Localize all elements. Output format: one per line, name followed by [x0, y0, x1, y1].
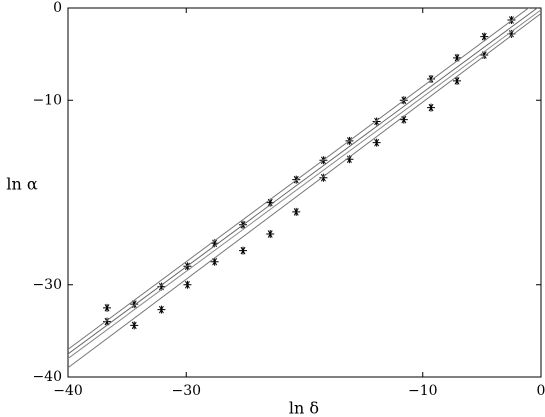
asterisk-point — [507, 29, 516, 38]
asterisk-point — [453, 53, 462, 62]
y-tick-label: −10 — [32, 92, 62, 108]
y-tick-label: 0 — [53, 0, 62, 16]
asterisk-point — [319, 173, 328, 182]
asterisk-point — [183, 280, 192, 289]
asterisk-point — [427, 75, 436, 84]
asterisk-point — [372, 138, 381, 147]
asterisk-point — [507, 15, 516, 24]
asterisk-point — [453, 76, 462, 85]
fit-line — [68, 13, 541, 369]
y-tick-label: −40 — [32, 369, 62, 385]
asterisk-point — [292, 207, 301, 216]
asterisk-point — [345, 155, 354, 164]
x-tick-label: 0 — [537, 383, 545, 399]
x-tick-label: −30 — [171, 383, 201, 399]
asterisk-point — [480, 32, 489, 41]
y-tick-label: −30 — [32, 277, 62, 293]
asterisk-point — [372, 117, 381, 126]
x-axis-label: ln δ — [289, 399, 319, 417]
asterisk-point — [480, 51, 489, 60]
asterisk-point — [266, 198, 275, 207]
asterisk-point — [157, 305, 166, 314]
asterisk-point — [239, 246, 248, 255]
x-tick-label: −40 — [53, 383, 83, 399]
fit-line — [68, 9, 541, 359]
asterisk-point — [210, 257, 219, 266]
fit-line — [68, 8, 539, 355]
fit-line — [68, 8, 530, 350]
asterisk-point — [399, 115, 408, 124]
asterisk-point — [130, 300, 139, 309]
asterisk-point — [130, 321, 139, 330]
plot-frame — [67, 7, 542, 378]
asterisk-point — [103, 317, 112, 326]
plot-area — [68, 8, 541, 369]
asterisk-point — [210, 239, 219, 248]
asterisk-point — [427, 103, 436, 112]
asterisk-point — [157, 282, 166, 291]
x-tick-label: −10 — [408, 383, 438, 399]
asterisk-point — [266, 230, 275, 239]
asterisk-point — [103, 303, 112, 312]
y-axis-label: ln α — [6, 175, 38, 194]
